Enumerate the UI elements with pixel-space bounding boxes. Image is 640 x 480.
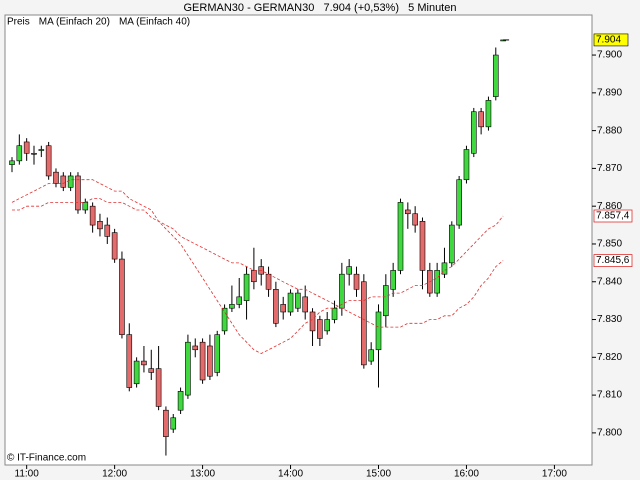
candle-body xyxy=(119,258,125,335)
candle-body xyxy=(141,360,147,366)
candle-body xyxy=(163,409,169,437)
y-tick-label: 7.800 xyxy=(597,428,622,439)
last-value-label: 7.845,6 xyxy=(596,255,630,266)
candle-body xyxy=(478,111,484,128)
last-price-label: 7.904 xyxy=(596,35,621,46)
candle-body xyxy=(192,345,199,351)
candle-body xyxy=(38,149,45,151)
last-value-box xyxy=(593,209,633,223)
y-tick-label: 7.840 xyxy=(597,276,622,287)
candle-body xyxy=(361,281,367,366)
candle-body xyxy=(82,202,89,211)
candle-body xyxy=(383,285,389,317)
candle-body xyxy=(97,220,103,230)
candle-body xyxy=(236,296,243,305)
candle-body xyxy=(199,341,206,381)
candle-body xyxy=(126,334,133,388)
y-tick-label: 7.830 xyxy=(597,314,622,325)
candle-body xyxy=(170,417,177,430)
candle-body xyxy=(75,175,81,211)
candle-body xyxy=(331,307,338,320)
ma-line xyxy=(12,198,504,328)
candle-body xyxy=(177,391,184,411)
candle-body xyxy=(251,270,257,283)
x-tick-label: 11:00 xyxy=(15,469,40,480)
candle-body xyxy=(324,319,330,332)
candle-body xyxy=(339,273,345,309)
candle-body xyxy=(31,152,37,155)
footer: © IT-Finance.com xyxy=(7,453,86,464)
last-value-box xyxy=(593,254,633,267)
x-tick-label: 12:00 xyxy=(102,469,127,480)
last-price-box xyxy=(593,33,629,47)
ma-line xyxy=(11,179,504,354)
y-tick-label: 7.870 xyxy=(597,163,622,174)
y-tick-label: 7.810 xyxy=(597,390,622,401)
candle-body xyxy=(419,220,426,271)
y-tick-label: 7.900 xyxy=(597,50,622,61)
legend-entry: Preis xyxy=(7,17,30,28)
candle-body xyxy=(470,111,477,154)
candle-body xyxy=(302,296,309,313)
candle-body xyxy=(111,232,118,260)
candle-body xyxy=(45,145,52,177)
candle-body xyxy=(463,149,470,181)
y-tick-label: 7.850 xyxy=(597,239,622,250)
candle-body xyxy=(207,345,213,377)
candle-body xyxy=(375,311,382,351)
last-value-label: 7.857,4 xyxy=(596,211,630,222)
x-tick-label: 13:00 xyxy=(190,469,215,480)
candle-body xyxy=(265,273,272,290)
y-tick-label: 7.860 xyxy=(597,201,622,212)
candle-body xyxy=(23,141,30,154)
candle-body xyxy=(214,334,221,373)
candle-body xyxy=(287,292,294,313)
y-tick-label: 7.880 xyxy=(597,125,622,136)
candle-body xyxy=(185,341,191,396)
candle-body xyxy=(485,100,492,128)
candle-body xyxy=(317,319,323,339)
candle-body xyxy=(243,273,250,301)
candle-body xyxy=(221,307,228,332)
candle-body xyxy=(353,273,360,290)
candle-body xyxy=(397,202,404,271)
x-tick-label: 16:00 xyxy=(454,469,479,480)
candle-body xyxy=(295,292,301,309)
y-tick-label: 7.890 xyxy=(597,87,622,98)
candle-body xyxy=(405,209,411,215)
candle-body xyxy=(412,213,418,226)
candle-body xyxy=(229,304,235,309)
candle-body xyxy=(60,175,67,188)
candle-body xyxy=(434,270,440,294)
chart-title: GERMAN30 - GERMAN30 7.904 (+0,53%) 5 Min… xyxy=(184,2,457,14)
candle-body xyxy=(280,304,287,313)
candle-body xyxy=(448,224,455,264)
candle-body xyxy=(273,289,279,324)
candle-body xyxy=(441,262,448,275)
candle-body xyxy=(368,349,374,362)
candle-body xyxy=(16,145,23,162)
x-tick-label: 17:00 xyxy=(542,469,567,480)
legend-entry: MA (Einfach 40) xyxy=(119,17,190,28)
candle-body xyxy=(9,160,15,165)
candle-body xyxy=(390,270,396,290)
plot-area xyxy=(4,14,593,466)
candle-body xyxy=(104,224,111,237)
x-tick-label: 14:00 xyxy=(278,469,303,480)
candle-body xyxy=(492,54,499,97)
candle-body xyxy=(67,175,74,188)
candle-body xyxy=(155,368,162,407)
y-tick-label: 7.820 xyxy=(597,352,622,363)
candle-body xyxy=(53,171,59,184)
candle-body xyxy=(133,360,140,385)
legend-entry: MA (Einfach 20) xyxy=(39,17,110,28)
x-tick-label: 15:00 xyxy=(366,469,391,480)
candle-body xyxy=(148,368,155,373)
candle-body xyxy=(456,179,462,226)
candle-body xyxy=(89,205,96,226)
candle-body xyxy=(309,311,316,332)
candle-body xyxy=(346,266,352,275)
